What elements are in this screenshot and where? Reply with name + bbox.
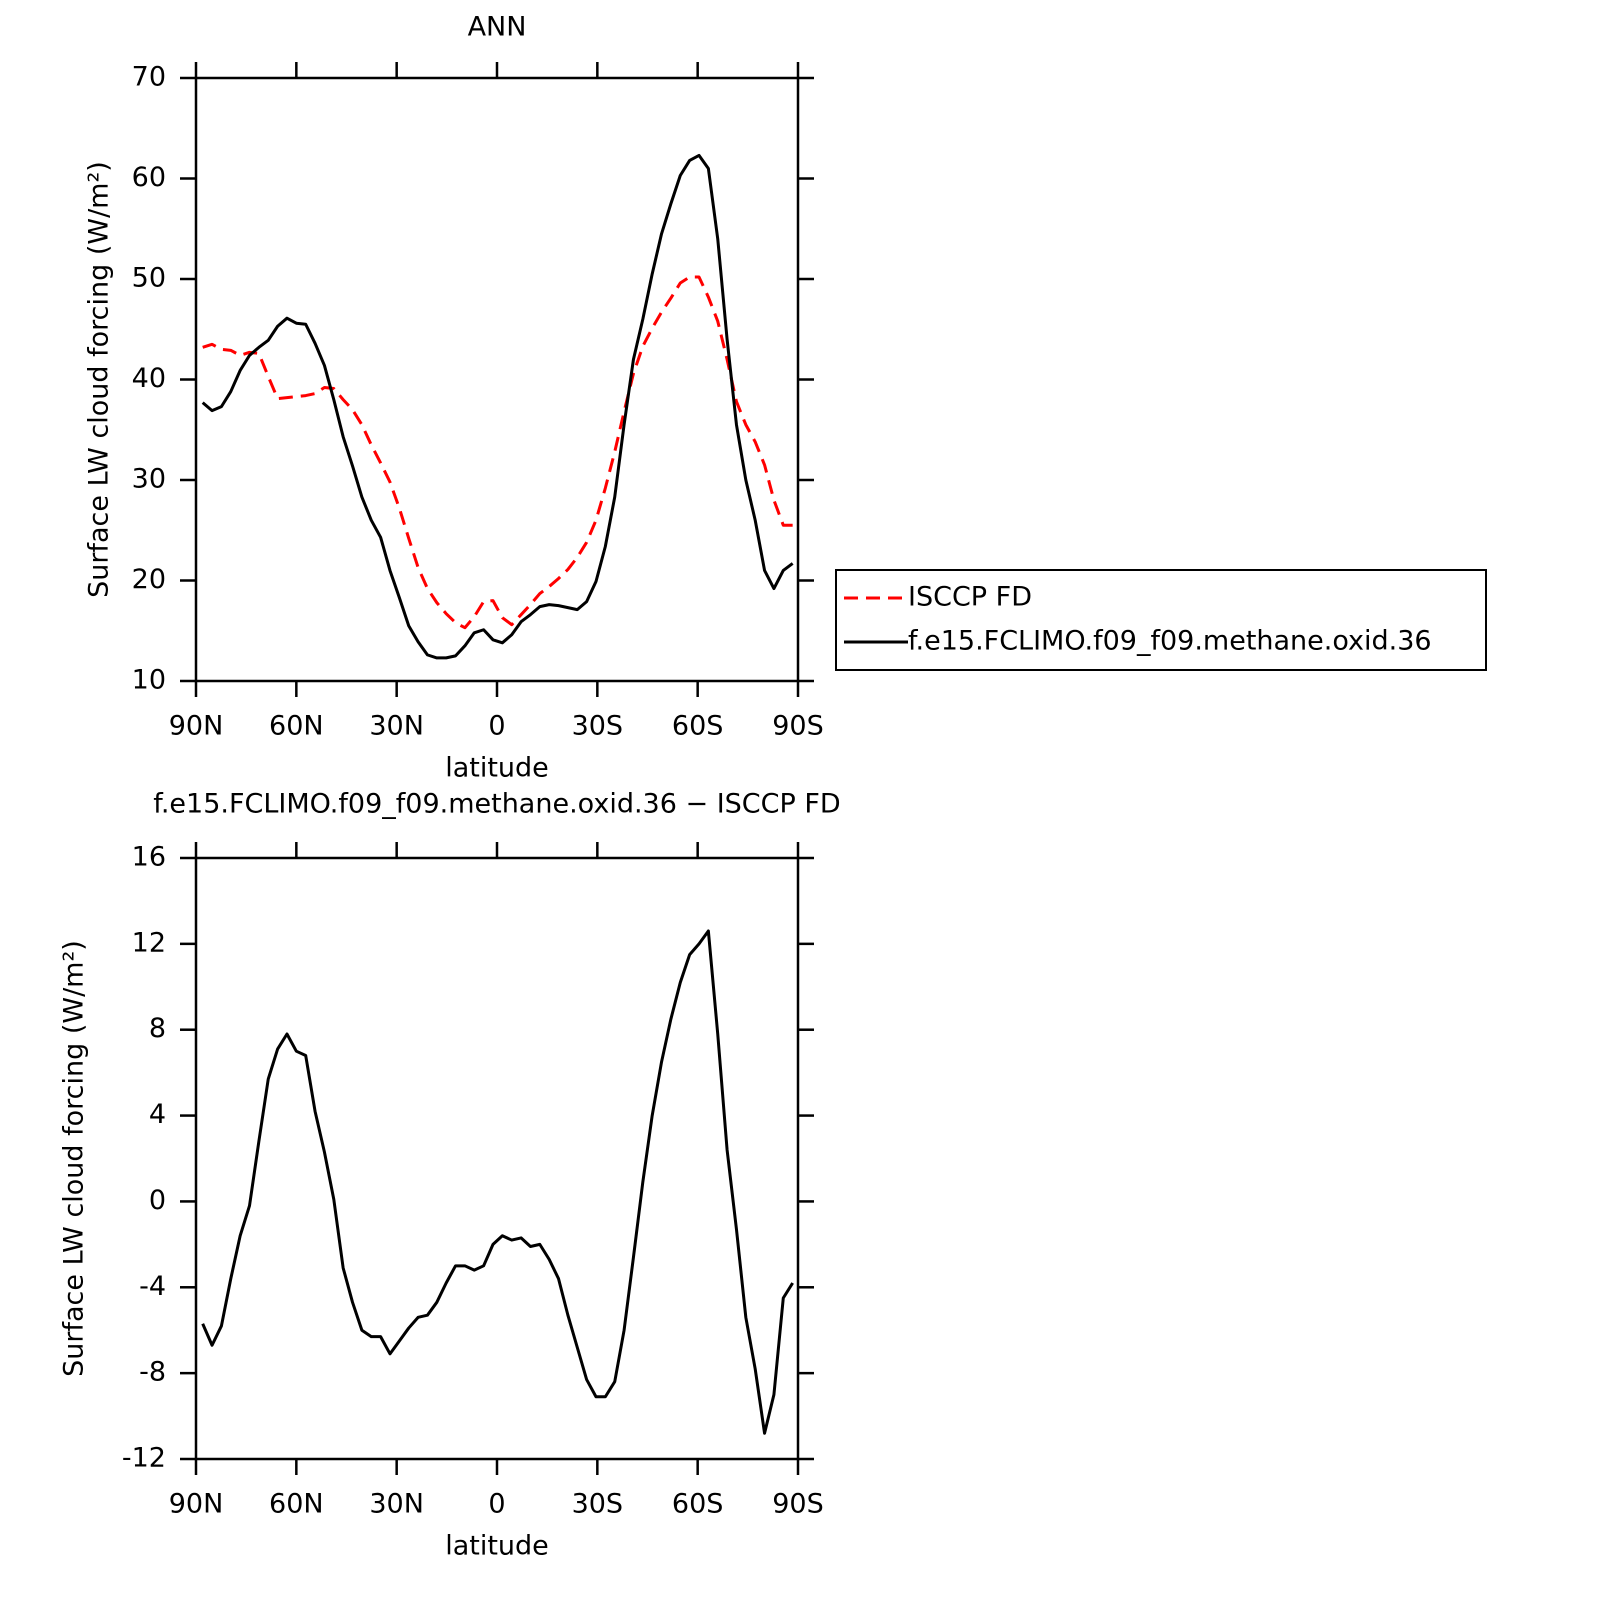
chart-title: ANN — [468, 12, 527, 43]
data-line — [201, 153, 794, 660]
plot-frame — [194, 76, 800, 683]
x-tick-label: 30S — [572, 1489, 624, 1520]
x-tick-label: 30N — [369, 711, 424, 742]
data-line — [202, 275, 793, 630]
x-tick-label: 0 — [488, 711, 505, 742]
x-axis-label: latitude — [445, 753, 549, 784]
x-tick-label: 90N — [169, 1489, 224, 1520]
x-tick-label: 60S — [672, 1489, 724, 1520]
y-tick-label: 30 — [132, 464, 166, 495]
y-axis-label: Surface LW cloud forcing (W/m²) — [59, 940, 90, 1377]
x-tick-label: 30N — [369, 1489, 424, 1520]
x-tick-label: 30S — [572, 711, 624, 742]
y-tick-label: -8 — [139, 1357, 166, 1388]
y-tick-label: -12 — [122, 1443, 166, 1474]
y-tick-label: 0 — [149, 1185, 166, 1216]
x-tick-label: 0 — [488, 1489, 505, 1520]
x-tick-label: 90N — [169, 711, 224, 742]
chart-title: f.e15.FCLIMO.f09_f09.methane.oxid.36 − I… — [153, 789, 840, 820]
y-tick-label: 12 — [132, 927, 166, 958]
y-tick-label: 60 — [132, 162, 166, 193]
data-line — [201, 929, 794, 1435]
plot-frame — [194, 856, 800, 1461]
x-tick-label: 90S — [772, 711, 824, 742]
y-tick-label: 20 — [132, 564, 166, 595]
y-tick-label: 16 — [132, 842, 166, 873]
y-tick-label: -4 — [139, 1271, 166, 1302]
x-tick-label: 90S — [772, 1489, 824, 1520]
legend-label: f.e15.FCLIMO.f09_f09.methane.oxid.36 — [908, 626, 1432, 657]
y-tick-label: 40 — [132, 363, 166, 394]
x-tick-label: 60S — [672, 711, 724, 742]
x-axis-label: latitude — [445, 1531, 549, 1562]
y-tick-label: 10 — [132, 665, 166, 696]
y-tick-label: 8 — [149, 1013, 166, 1044]
y-axis-label: Surface LW cloud forcing (W/m²) — [84, 161, 115, 598]
y-tick-label: 70 — [132, 62, 166, 93]
legend-box — [835, 569, 1487, 671]
x-tick-label: 60N — [269, 1489, 324, 1520]
y-tick-label: 4 — [149, 1099, 166, 1130]
legend-label: ISCCP FD — [908, 582, 1032, 613]
y-tick-label: 50 — [132, 263, 166, 294]
x-tick-label: 60N — [269, 711, 324, 742]
